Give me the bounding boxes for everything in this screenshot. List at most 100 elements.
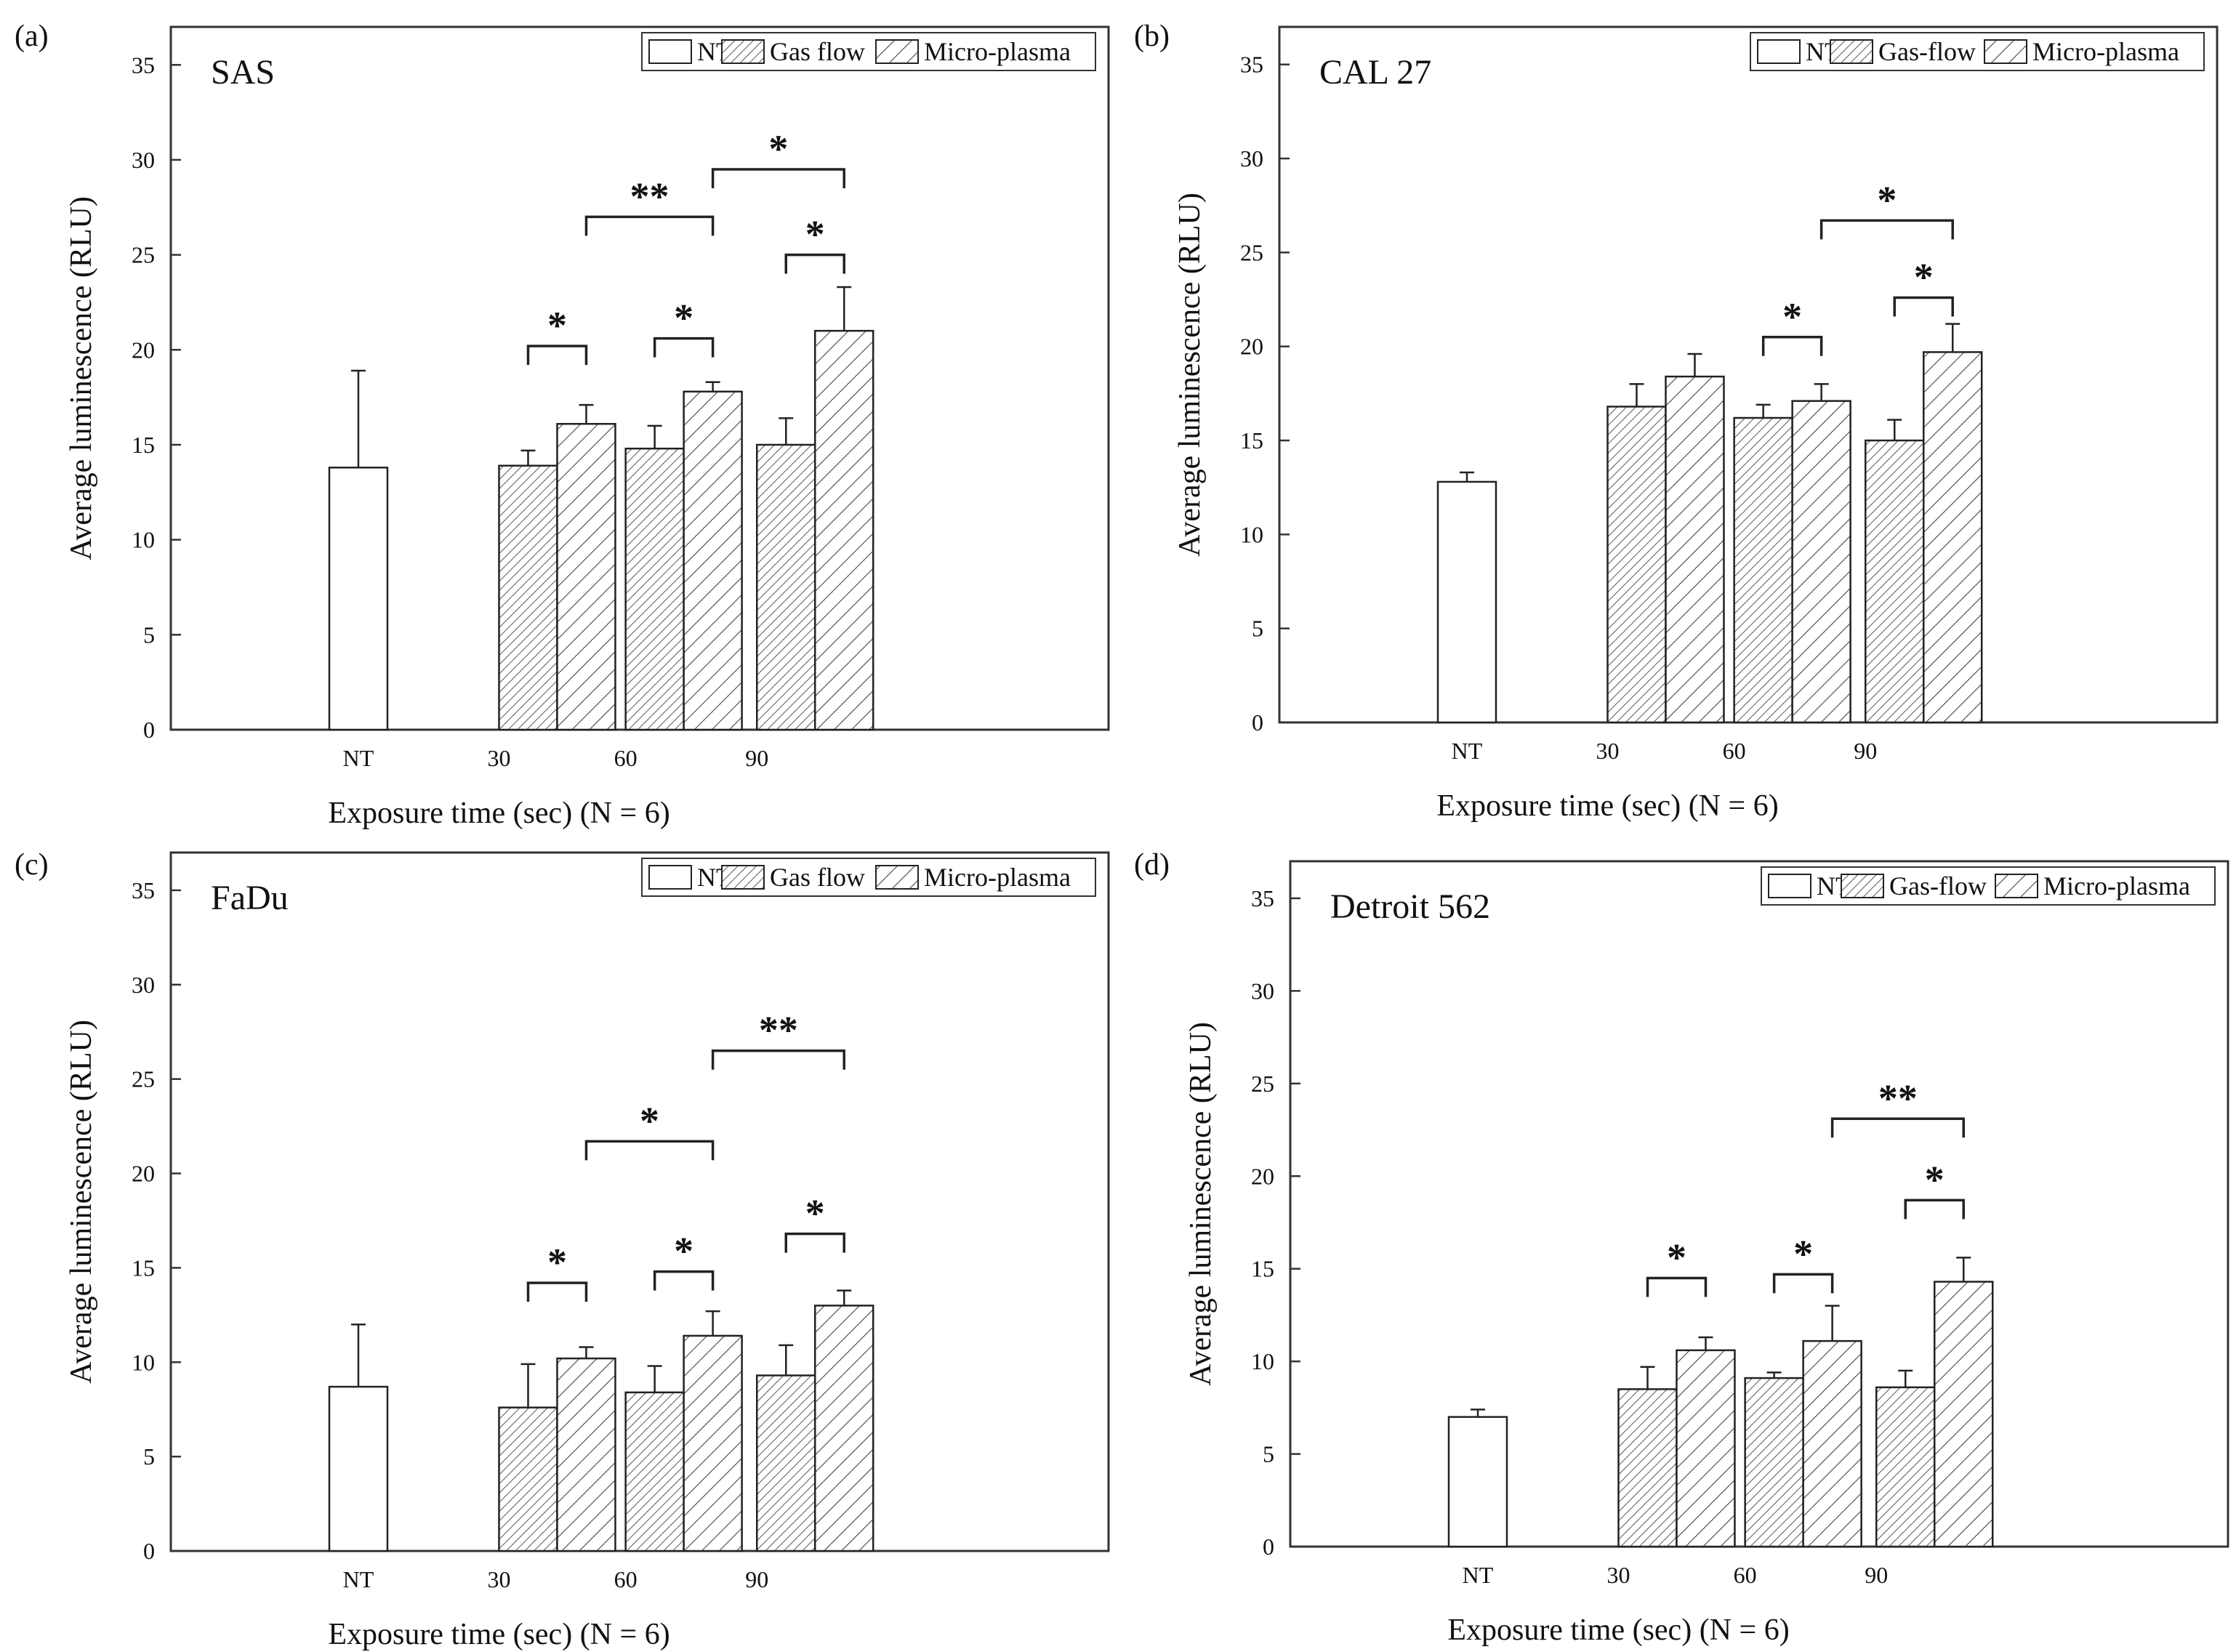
y-tick-label: 15 [1251, 1256, 1274, 1282]
legend-swatch-plasma [1995, 874, 2038, 898]
significance-bracket [711, 168, 845, 189]
y-tick-label: 25 [132, 1066, 155, 1092]
significance-bracket [1904, 1198, 1965, 1220]
significance-label: * [640, 1099, 659, 1143]
y-tick-label: 20 [1251, 1163, 1274, 1189]
x-tick-label-30: 30 [1596, 738, 1620, 764]
y-tick-label: 0 [143, 1538, 155, 1564]
significance-label: * [805, 213, 825, 257]
x-axis-label: Exposure time (sec) (N = 6) [1436, 789, 1778, 823]
significance-bracket [711, 1049, 845, 1070]
bar-60-gas [1744, 1377, 1804, 1548]
y-axis-label: Average luminescence (RLU) [65, 196, 98, 560]
significance-bracket [584, 215, 715, 236]
x-tick-label-60: 60 [1734, 1562, 1757, 1588]
y-tick-label: 20 [1240, 334, 1263, 360]
panel-label: (d) [1134, 848, 1170, 882]
legend-label-gas: Gas-flow [1878, 37, 1976, 66]
y-tick-label: 20 [132, 1161, 155, 1187]
y-tick-label: 20 [132, 337, 155, 363]
bar-60-plasma [683, 390, 743, 731]
y-tick-label: 5 [143, 1443, 155, 1470]
chart-panel-c: (c) FaDu 0 5 10 15 20 25 30 35 Average luminescenc… [15, 848, 1110, 1651]
bar-90-plasma [1933, 1281, 1994, 1548]
x-tick-label-90: 90 [745, 1566, 768, 1592]
bar-30-plasma [1665, 375, 1725, 724]
y-tick-label: 25 [132, 242, 155, 268]
bar-90-gas [1865, 439, 1925, 724]
bar-90-gas [1875, 1386, 1936, 1548]
bar-30-gas [1606, 406, 1667, 724]
significance-label: * [1877, 178, 1897, 222]
x-tick-label-90: 90 [1865, 1562, 1888, 1588]
x-tick-label-nt: NT [1452, 738, 1483, 764]
legend-swatch-gas [721, 865, 765, 890]
legend-swatch-open [1757, 39, 1801, 64]
significance-label: * [1782, 295, 1802, 339]
y-tick-label: 35 [1251, 885, 1274, 911]
y-tick-label: 30 [132, 147, 155, 173]
significance-label: * [674, 1230, 693, 1273]
significance-bracket [584, 1140, 715, 1161]
x-tick-label-60: 60 [614, 745, 638, 771]
significance-bracket [1830, 1117, 1965, 1138]
bar-60-gas [624, 1391, 685, 1552]
chart-title: SAS [211, 53, 275, 92]
significance-bracket [653, 1270, 715, 1291]
y-axis-label: Average luminescence (RLU) [1173, 193, 1207, 557]
x-tick-label-30: 30 [488, 1566, 511, 1592]
y-tick-label: 10 [1251, 1348, 1274, 1374]
y-tick-label: 35 [1240, 52, 1263, 78]
y-tick-label: 0 [1263, 1534, 1274, 1560]
bar-60-gas [1733, 416, 1793, 724]
bar-60-plasma [1791, 400, 1851, 724]
x-tick-label-60: 60 [1723, 738, 1746, 764]
significance-label: * [1793, 1232, 1813, 1276]
x-axis-label: Exposure time (sec) (N = 6) [328, 1618, 669, 1651]
significance-label: * [547, 304, 567, 347]
legend-box [1750, 32, 2205, 71]
bar-nt [328, 1385, 389, 1552]
y-tick-label: 35 [132, 877, 155, 903]
legend-label-plasma: Micro-plasma [2043, 871, 2190, 900]
bar-nt [1436, 480, 1497, 724]
significance-bracket [1646, 1276, 1708, 1297]
significance-bracket [1772, 1273, 1834, 1294]
significance-label: * [1914, 255, 1934, 299]
legend-swatch-gas [721, 39, 765, 64]
bar-90-gas [756, 443, 816, 731]
y-tick-label: 0 [143, 717, 155, 743]
y-tick-label: 25 [1251, 1071, 1274, 1097]
y-tick-label: 10 [132, 1349, 155, 1375]
bar-30-plasma [1676, 1349, 1736, 1548]
legend-label-plasma: Micro-plasma [924, 863, 1071, 892]
significance-bracket [1893, 296, 1954, 317]
significance-bracket [1819, 219, 1954, 240]
bar-90-plasma [813, 329, 874, 731]
bar-60-gas [624, 447, 685, 731]
y-tick-label: 15 [132, 1254, 155, 1281]
legend-swatch-plasma [875, 39, 919, 64]
bar-90-gas [756, 1374, 816, 1552]
significance-label: * [674, 297, 693, 340]
x-tick-label-90: 90 [1854, 738, 1877, 764]
significance-label: * [1667, 1236, 1686, 1279]
significance-label: * [1925, 1158, 1945, 1201]
x-tick-label-nt: NT [343, 745, 374, 771]
bar-90-plasma [813, 1305, 874, 1552]
bar-30-plasma [556, 1357, 616, 1552]
x-axis-label: Exposure time (sec) (N = 6) [1447, 1613, 1789, 1647]
legend-swatch-open [648, 39, 692, 64]
legend-box [1761, 866, 2216, 906]
chart-title: FaDu [211, 879, 289, 917]
chart-panel-d: (d) Detroit 562 0 5 10 15 20 25 30 35 Average lumi… [1134, 848, 2229, 1647]
y-tick-label: 15 [132, 432, 155, 458]
x-tick-label-30: 30 [488, 745, 511, 771]
panel-label: (c) [15, 848, 49, 882]
significance-bracket [526, 1281, 588, 1302]
chart-title: CAL 27 [1319, 53, 1431, 92]
legend: NT Gas-flow Micro-plasma [1761, 866, 2216, 906]
bar-60-plasma [1802, 1339, 1862, 1548]
legend-swatch-open [1768, 874, 1811, 898]
bar-60-plasma [683, 1334, 743, 1552]
